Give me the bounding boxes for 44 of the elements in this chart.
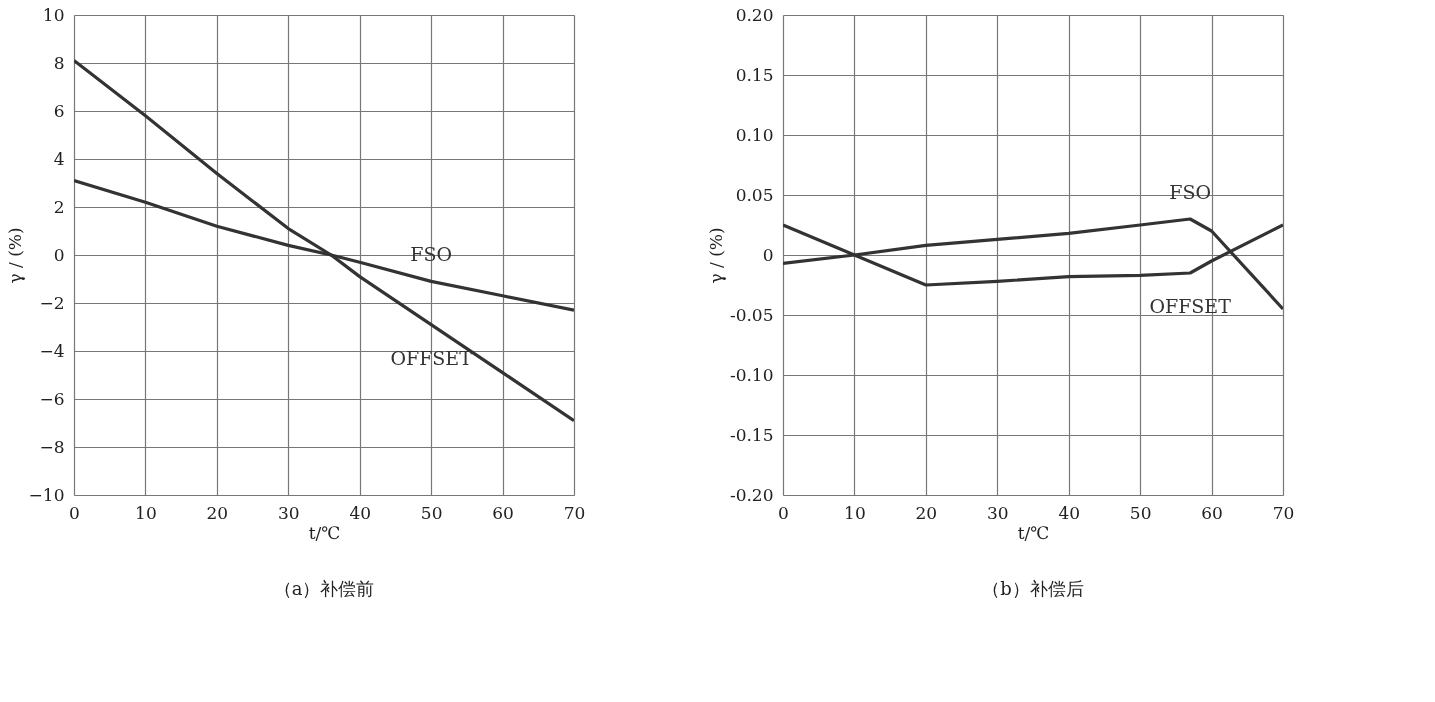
x-tick-label: 70 xyxy=(563,502,586,523)
y-tick-label: 8 xyxy=(53,52,65,73)
y-tick-label: −4 xyxy=(39,340,65,361)
x-axis-title: t/℃ xyxy=(308,522,341,543)
line-series xyxy=(74,59,574,423)
y-axis-title: γ / (%) xyxy=(705,227,726,284)
y-tick-label: -0.10 xyxy=(729,364,774,385)
y-tick-label: −2 xyxy=(39,292,65,313)
y-tick-label: 0 xyxy=(53,244,65,265)
y-tick-label: −8 xyxy=(39,436,65,457)
y-tick-label: -0.15 xyxy=(729,424,774,445)
y-tick-label: 0.05 xyxy=(735,184,774,205)
y-tick-label: 0 xyxy=(762,244,774,265)
y-tick-label: -0.05 xyxy=(729,304,774,325)
y-tick-label: 0.20 xyxy=(735,4,774,25)
y-tick-label: −10 xyxy=(28,484,65,505)
x-tick-label: 50 xyxy=(1129,502,1152,523)
x-tick-label: 30 xyxy=(986,502,1009,523)
text: （b）补偿后 xyxy=(982,578,1084,599)
x-tick-label: 0 xyxy=(69,502,80,523)
x-tick-label: 0 xyxy=(778,502,789,523)
x-tick-label: 50 xyxy=(420,502,443,523)
text: （a）补偿前 xyxy=(273,578,375,599)
y-tick-label: 0.10 xyxy=(735,124,774,145)
y-tick-label: 10 xyxy=(42,4,65,25)
x-tick-label: 60 xyxy=(492,502,514,523)
y-tick-label: 4 xyxy=(53,148,65,169)
x-tick-label: 10 xyxy=(135,502,157,523)
y-tick-label: 0.15 xyxy=(735,64,774,85)
x-tick-label: 40 xyxy=(1058,502,1081,523)
x-tick-label: 20 xyxy=(206,502,229,523)
y-tick-label: -0.20 xyxy=(729,484,774,505)
x-tick-label: 70 xyxy=(1272,502,1295,523)
x-tick-label: 30 xyxy=(277,502,300,523)
y-tick-label: 6 xyxy=(53,100,65,121)
x-tick-label: 10 xyxy=(844,502,866,523)
x-tick-label: 40 xyxy=(349,502,372,523)
x-tick-label: 60 xyxy=(1201,502,1223,523)
y-tick-label: 2 xyxy=(53,196,65,217)
x-tick-label: 20 xyxy=(915,502,938,523)
y-tick-label: −6 xyxy=(39,388,65,409)
y-axis-title: γ / (%) xyxy=(4,227,25,284)
x-axis-title: t/℃ xyxy=(1017,522,1050,543)
line-series xyxy=(783,217,1283,311)
